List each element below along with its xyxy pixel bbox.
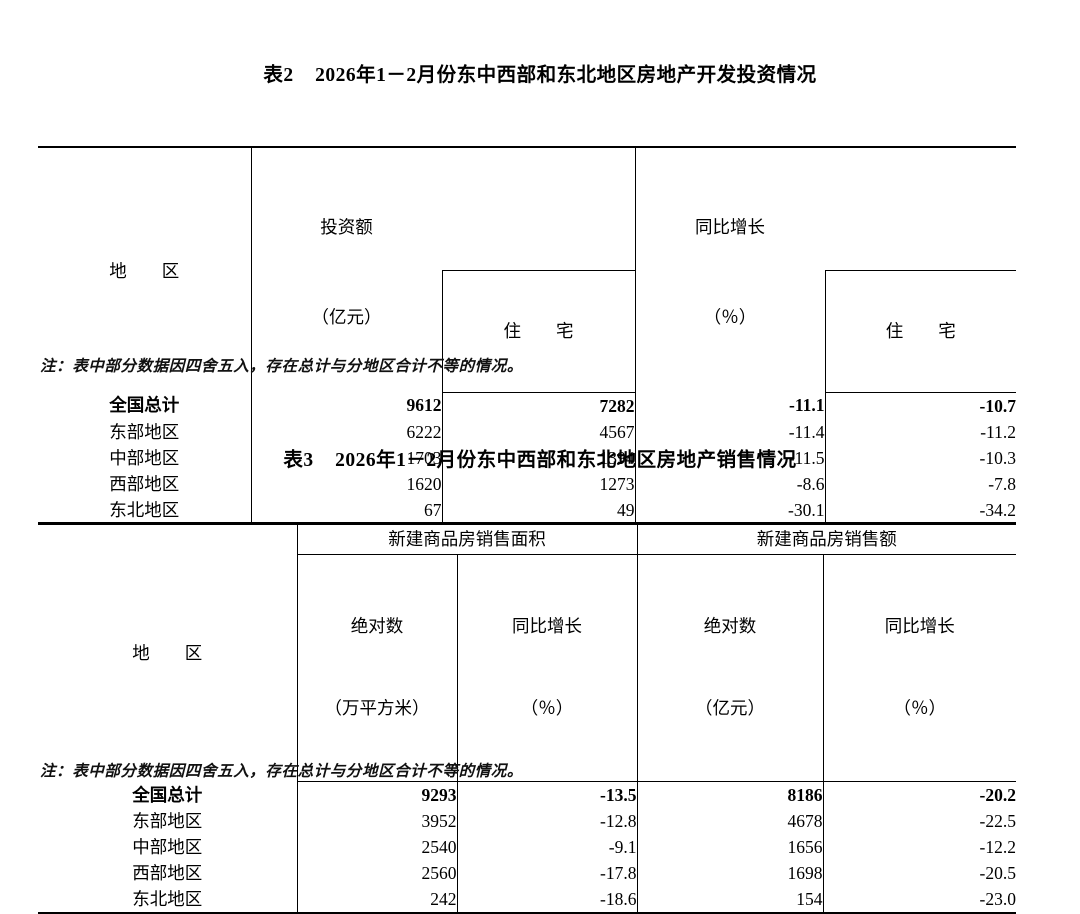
table-row: 东北地区 242 -18.6 154 -23.0 xyxy=(38,886,1016,914)
table-row: 东部地区 3952 -12.8 4678 -22.5 xyxy=(38,808,1016,834)
table2-row-investment: 6222 xyxy=(250,418,442,445)
table2-header-growth: 同比增长 （％） xyxy=(634,146,825,392)
table2-header-row-2: 住 宅 住 宅 xyxy=(38,269,1016,393)
table3-row-area-growth: -18.6 xyxy=(456,886,637,914)
table3-header-area-absolute: 绝对数 （万平方米） xyxy=(296,554,457,782)
table2-row-growth: -8.6 xyxy=(634,470,825,497)
table3-header-sales-growth: 同比增长 （％） xyxy=(822,554,1016,782)
table3-row-area-abs: 2560 xyxy=(296,860,457,886)
table3-row-area-abs: 242 xyxy=(296,886,457,914)
table3-row-sales-abs: 1656 xyxy=(636,834,823,860)
table2-row-investment: 1620 xyxy=(250,470,442,497)
table2: 地 区 投资额 （亿元） 同比增长 （％） 住 宅 住 宅 全国总计 xyxy=(38,145,1016,525)
table-row: 西部地区 1620 1273 -8.6 -7.8 xyxy=(38,470,1016,497)
table3-row-area-abs: 9293 xyxy=(296,781,457,808)
table2-row-growth-residential: -11.2 xyxy=(824,418,1016,445)
table2-header-row-1: 地 区 投资额 （亿元） 同比增长 （％） xyxy=(38,145,1016,392)
table3-row-sales-abs: 8186 xyxy=(636,781,823,808)
table2-header-growth-residential: 住 宅 xyxy=(824,269,1016,393)
table2-row-investment: 67 xyxy=(250,496,442,525)
table3: 地 区 新建商品房销售面积 新建商品房销售额 绝对数 （万平方米） 同比增长 （… xyxy=(38,522,1016,914)
table2-row-region: 全国总计 xyxy=(109,395,180,416)
table2-row-growth-residential: -10.7 xyxy=(824,392,1016,419)
table-row: 中部地区 1703 1394 -11.5 -10.3 xyxy=(38,444,1016,471)
table3-header-row-2: 绝对数 （万平方米） 同比增长 （％） 绝对数 （亿元） 同比增长 （％） xyxy=(38,554,1016,782)
table2-row-growth: -11.1 xyxy=(634,392,825,419)
table3-row-area-abs: 2540 xyxy=(296,834,457,860)
table2-header-region: 地 区 xyxy=(38,146,251,392)
table2-header-growth-line2: （％） xyxy=(703,307,757,327)
table3-row-sales-abs: 4678 xyxy=(636,808,823,834)
table2-row-growth: -11.4 xyxy=(634,418,825,445)
table2-header-investment-line1: 投资额 xyxy=(320,217,373,237)
table3-row-area-growth: -12.8 xyxy=(456,808,637,834)
table3-row-sales-abs: 154 xyxy=(636,886,823,914)
table2-row-investment: 1703 xyxy=(250,444,442,471)
table3-row-area-abs: 3952 xyxy=(296,808,457,834)
table2-row-investment-residential: 7282 xyxy=(441,392,635,419)
table2-note: 注：表中部分数据因四舍五入，存在总计与分地区合计不等的情况。 xyxy=(40,358,524,375)
table3-header-sales-absolute-line2: （亿元） xyxy=(695,697,765,718)
table3-row-region: 东北地区 xyxy=(38,886,297,914)
table3-header-area-growth-line2: （％） xyxy=(520,697,574,718)
table2-header-investment-residential: 住 宅 xyxy=(441,269,635,393)
table3-title: 表3 2026年1－2月份东中西部和东北地区房地产销售情况 xyxy=(283,450,797,471)
table2-row-investment: 9612 xyxy=(250,392,442,419)
table3-row-area-growth: -9.1 xyxy=(456,834,637,860)
table2-header-growth-line1: 同比增长 xyxy=(695,217,765,237)
table2-row-growth-residential: -34.2 xyxy=(824,496,1016,525)
table3-header-sales-growth-line1: 同比增长 xyxy=(884,616,955,637)
table3-note: 注：表中部分数据因四舍五入，存在总计与分地区合计不等的情况。 xyxy=(40,763,524,780)
table3-header-area-absolute-line2: （万平方米） xyxy=(324,697,430,718)
table3-row-sales-growth: -20.5 xyxy=(822,860,1016,886)
table3-header-sales-growth-line2: （％） xyxy=(893,697,947,718)
table3-header-area-growth: 同比增长 （％） xyxy=(456,554,637,782)
table2-header-spacer-1 xyxy=(442,145,635,271)
table2-header-investment: 投资额 （亿元） xyxy=(250,146,442,392)
document-page: 表2 2026年1－2月份东中西部和东北地区房地产开发投资情况 地 区 投资额 … xyxy=(38,65,1016,914)
table2-row-investment-residential: 1394 xyxy=(441,444,635,471)
table3-row-sales-growth: -23.0 xyxy=(822,886,1016,914)
table2-row-growth-residential: -10.3 xyxy=(824,444,1016,471)
table3-header-group-sales: 新建商品房销售额 xyxy=(636,522,1016,555)
table-row: 东部地区 6222 4567 -11.4 -11.2 xyxy=(38,418,1016,445)
table2-row-region: 西部地区 xyxy=(109,473,180,494)
table2-row-investment-residential: 49 xyxy=(441,496,635,525)
table3-header-sales-absolute-line1: 绝对数 xyxy=(703,616,757,637)
table-row: 东北地区 67 49 -30.1 -34.2 xyxy=(38,496,1016,525)
table3-row-area-growth: -13.5 xyxy=(456,781,637,808)
table3-header-row-1: 地 区 新建商品房销售面积 新建商品房销售额 xyxy=(38,522,1016,782)
table2-row-growth: -11.5 xyxy=(634,444,825,471)
table3-row-area-growth: -17.8 xyxy=(456,860,637,886)
table3-header-group-area: 新建商品房销售面积 xyxy=(296,522,637,555)
table3-row-region: 西部地区 xyxy=(132,863,203,883)
table2-header-investment-line2: （亿元） xyxy=(311,307,382,327)
table3-header-region: 地 区 xyxy=(38,522,297,782)
table3-header-area-growth-line1: 同比增长 xyxy=(512,616,582,637)
table3-row-region: 东部地区 xyxy=(132,811,203,831)
table-row: 西部地区 2560 -17.8 1698 -20.5 xyxy=(38,860,1016,886)
table3-header-sales-absolute: 绝对数 （亿元） xyxy=(636,554,823,782)
table3-row-region: 中部地区 xyxy=(132,837,203,857)
table2-row-region: 中部地区 xyxy=(109,447,180,468)
table3-row-sales-growth: -12.2 xyxy=(822,834,1016,860)
table2-row-growth: -30.1 xyxy=(634,496,825,525)
table3-row-sales-growth: -20.2 xyxy=(822,781,1016,808)
table-row: 中部地区 2540 -9.1 1656 -12.2 xyxy=(38,834,1016,860)
table2-title: 表2 2026年1－2月份东中西部和东北地区房地产开发投资情况 xyxy=(263,65,817,86)
table2-row-region: 东北地区 xyxy=(38,496,251,525)
table2-row-growth-residential: -7.8 xyxy=(824,470,1016,497)
table2-header-spacer-2 xyxy=(825,145,1016,271)
table-row: 全国总计 9612 7282 -11.1 -10.7 xyxy=(38,392,1016,419)
table3-row-sales-abs: 1698 xyxy=(636,860,823,886)
table3-row-region: 全国总计 xyxy=(132,784,203,805)
table2-row-investment-residential: 4567 xyxy=(441,418,635,445)
table2-row-investment-residential: 1273 xyxy=(441,470,635,497)
table-row: 全国总计 9293 -13.5 8186 -20.2 xyxy=(38,781,1016,808)
table2-row-region: 东部地区 xyxy=(109,421,180,442)
table3-header-area-absolute-line1: 绝对数 xyxy=(350,616,404,637)
table3-row-sales-growth: -22.5 xyxy=(822,808,1016,834)
